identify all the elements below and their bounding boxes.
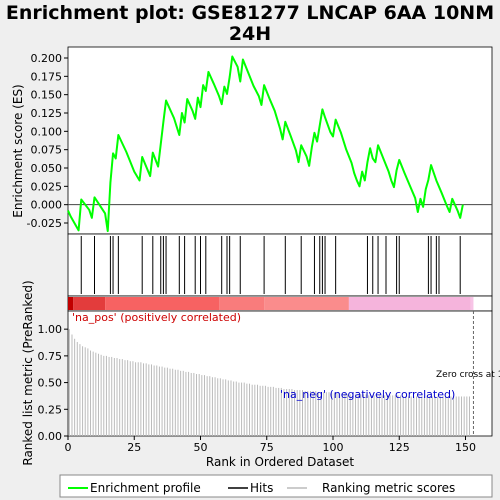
- ranking-bar-segment: [471, 297, 474, 310]
- chart-title-line1: Enrichment plot: GSE81277 LNCAP 6AA 10NM: [6, 2, 494, 24]
- pos-correlated-label: 'na_pos' (positively correlated): [72, 311, 241, 324]
- metric-panel: [68, 311, 492, 436]
- xtick-label: 0: [65, 441, 72, 454]
- ranking-bar-segment: [73, 297, 105, 310]
- es-ytick-label: 0.175: [31, 70, 63, 83]
- metric-ytick-label: 0.50: [38, 377, 63, 390]
- ranking-bar-segment: [68, 297, 73, 310]
- xtick-label: 75: [260, 441, 274, 454]
- es-ytick-label: -0.025: [27, 217, 62, 230]
- xtick-label: 100: [323, 441, 344, 454]
- ranking-color-bar: [68, 297, 473, 310]
- es-ytick-label: 0.150: [31, 89, 63, 102]
- es-ytick-label: 0.025: [31, 180, 63, 193]
- es-ylabel: Enrichment score (ES): [11, 84, 25, 217]
- chart-title-line2: 24H: [229, 23, 271, 45]
- es-ytick-label: 0.100: [31, 125, 63, 138]
- legend: Enrichment profile Hits Ranking metric s…: [60, 475, 492, 497]
- neg-correlated-label: 'na_neg' (negatively correlated): [280, 388, 455, 401]
- legend-metric-label: Ranking metric scores: [322, 481, 455, 495]
- ranking-bar-segment: [349, 297, 471, 310]
- ranking-bar-segment: [264, 297, 349, 310]
- ranking-bar-segment: [105, 297, 219, 310]
- legend-hits-label: Hits: [250, 481, 273, 495]
- es-ytick-label: 0.050: [31, 162, 63, 175]
- metric-ytick-label: 0.75: [38, 350, 63, 363]
- es-ytick-label: 0.200: [31, 52, 63, 65]
- xtick-label: 125: [389, 441, 410, 454]
- zero-cross-label: Zero cross at 153: [436, 370, 500, 380]
- es-ytick-label: 0.125: [31, 107, 63, 120]
- metric-xlabel: Rank in Ordered Dataset: [206, 455, 354, 469]
- es-ytick-label: 0.000: [31, 199, 63, 212]
- ranking-bar-segment: [219, 297, 264, 310]
- metric-ytick-label: 1.00: [38, 323, 63, 336]
- metric-ytick-label: 0.00: [38, 430, 63, 443]
- xtick-label: 150: [455, 441, 476, 454]
- xtick-label: 25: [127, 441, 141, 454]
- xtick-label: 50: [194, 441, 208, 454]
- es-ytick-label: 0.075: [31, 144, 63, 157]
- metric-ylabel: Ranked list metric (PreRanked): [21, 280, 35, 465]
- legend-profile-label: Enrichment profile: [90, 481, 201, 495]
- es-panel: [68, 47, 492, 234]
- metric-ytick-label: 0.25: [38, 403, 63, 416]
